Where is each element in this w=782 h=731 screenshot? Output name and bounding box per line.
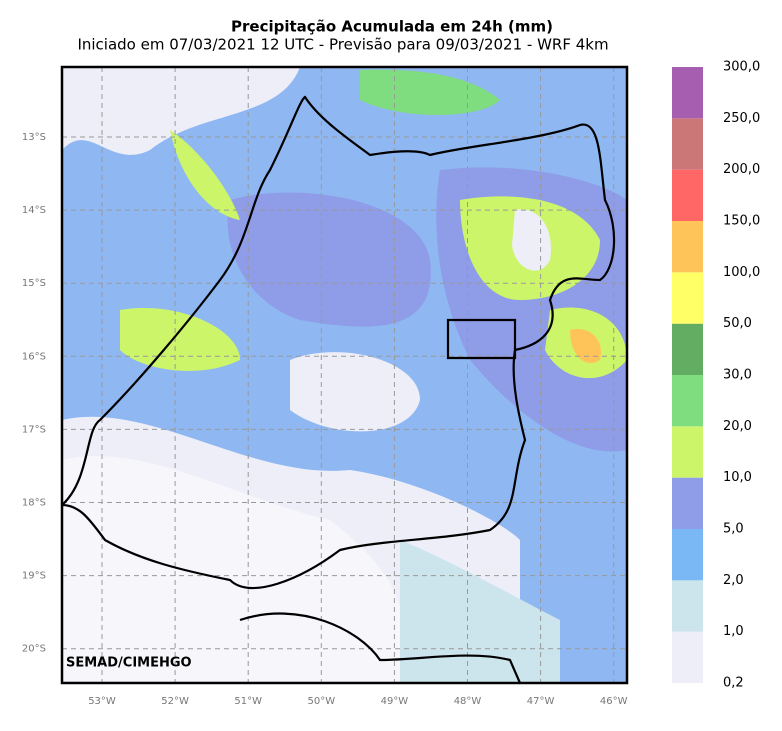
colorbar-label: 0,2 [723,676,744,691]
credit: SEMAD/CIMEHGO [66,656,192,671]
colorbar-swatch [672,375,703,427]
lat-label: 13°S [22,132,46,143]
lat-label: 16°S [22,351,46,362]
lon-label: 51°W [234,696,262,707]
colorbar-swatch [672,67,703,119]
lon-label: 46°W [600,696,628,707]
title: Precipitação Acumulada em 24h (mm) [231,18,553,36]
lon-label: 48°W [454,696,482,707]
lon-label: 52°W [161,696,189,707]
lon-label: 53°W [88,696,116,707]
lat-label: 20°S [22,644,46,655]
lat-label: 14°S [22,205,46,216]
colorbar-label: 20,0 [723,419,752,434]
colorbar-swatch [672,529,703,581]
colorbar-swatch [672,118,703,170]
colorbar-label: 50,0 [723,316,752,331]
colorbar-swatch [672,169,703,221]
precip-field [62,67,627,683]
map-frame [60,65,629,685]
colorbar-swatch [672,631,703,683]
graticule [62,67,627,683]
colorbar-label: 100,0 [723,265,760,280]
colorbar-label: 150,0 [723,214,760,229]
colorbar-label: 250,0 [723,111,760,126]
lon-label: 50°W [307,696,335,707]
colorbar-swatch [672,580,703,632]
colorbar-label: 200,0 [723,162,760,177]
lat-label: 18°S [22,498,46,509]
colorbar-label: 300,0 [723,60,760,75]
colorbar-swatch [672,221,703,273]
lat-label: 17°S [22,424,46,435]
lon-label: 47°W [527,696,555,707]
colorbar-label: 30,0 [723,368,752,383]
colorbar: 0,2 1,0 2,0 5,0 10,0 20,0 30,0 50,0 100,0 150,0 20… [672,60,760,691]
subtitle: Iniciado em 07/03/2021 12 UTC - Previsão… [77,36,608,54]
colorbar-swatch [672,426,703,478]
colorbar-swatch [672,477,703,529]
lon-label: 49°W [381,696,409,707]
colorbar-label: 1,0 [723,624,744,639]
lat-label: 15°S [22,278,46,289]
colorbar-swatch [672,323,703,375]
axis-labels: 13°S 14°S 15°S 16°S 17°S 18°S 19°S 20°S 53°W 52°W… [22,132,628,707]
colorbar-swatch [672,272,703,324]
lat-label: 19°S [22,571,46,582]
colorbar-label: 2,0 [723,573,744,588]
state-borders [61,95,616,684]
colorbar-label: 10,0 [723,470,752,485]
colorbar-label: 5,0 [723,522,744,537]
